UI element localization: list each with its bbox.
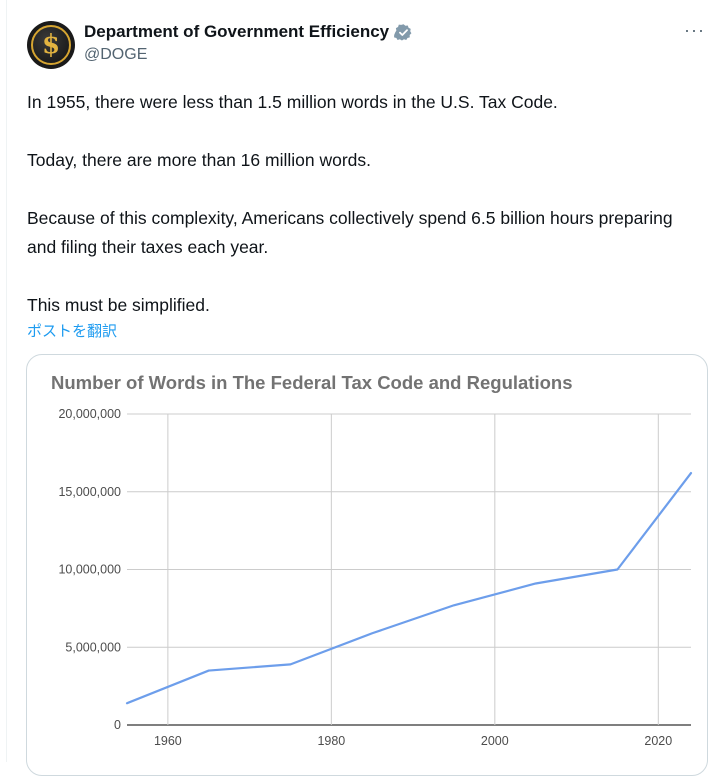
y-axis-ticks: 0 5,000,000 10,000,000 15,000,000 20,000,000 [58, 407, 121, 732]
x-axis-ticks: 1960 1980 2000 2020 [154, 734, 672, 748]
post-paragraph-1: In 1955, there were less than 1.5 millio… [27, 92, 558, 112]
avatar[interactable]: $ [27, 21, 75, 69]
avatar-ring: $ [31, 25, 71, 65]
post-paragraph-3: Because of this complexity, Americans co… [27, 208, 673, 257]
x-tick-label: 2020 [644, 734, 672, 748]
dollar-logo-icon: $ [41, 30, 61, 60]
y-tick-label: 5,000,000 [65, 640, 121, 654]
line-chart: Number of Words in The Federal Tax Code … [51, 372, 693, 748]
media-card[interactable]: Number of Words in The Federal Tax Code … [26, 354, 708, 776]
y-tick-label: 20,000,000 [58, 407, 121, 421]
author-name[interactable]: Department of Government Efficiency [84, 22, 390, 41]
chart-title: Number of Words in The Federal Tax Code … [51, 372, 573, 393]
y-tick-label: 10,000,000 [58, 563, 121, 577]
series-line [125, 471, 693, 705]
y-tick-label: 0 [114, 718, 121, 732]
x-tick-label: 1980 [317, 734, 345, 748]
more-horizontal-icon[interactable]: ··· [684, 20, 705, 40]
author-handle[interactable]: @DOGE [84, 46, 148, 63]
x-tick-label: 2000 [481, 734, 509, 748]
y-tick-label: 15,000,000 [58, 485, 121, 499]
chart-series [125, 471, 693, 705]
author-name-row[interactable]: Department of Government Efficiency [84, 22, 413, 42]
chart-grid [127, 413, 691, 726]
post-paragraph-4: This must be simplified. [27, 295, 210, 315]
post-paragraph-2: Today, there are more than 16 million wo… [27, 150, 372, 170]
translate-post-link[interactable]: ポストを翻訳 [27, 323, 118, 340]
x-tick-label: 1960 [154, 734, 182, 748]
timeline-divider [6, 0, 7, 762]
verified-badge-icon[interactable] [394, 23, 413, 42]
post-text: In 1955, there were less than 1.5 millio… [27, 88, 687, 320]
